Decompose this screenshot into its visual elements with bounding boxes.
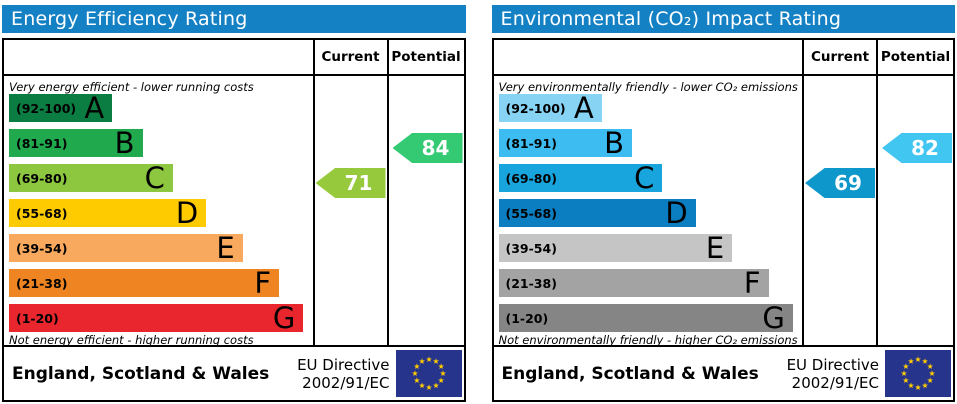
band-letter: B xyxy=(604,126,625,160)
band-c: (69-80) C xyxy=(9,161,173,195)
current-cell: 69 xyxy=(804,76,878,345)
band-letter: D xyxy=(665,196,688,230)
eu-directive-label: EU Directive 2002/91/EC xyxy=(297,356,395,392)
chart-title: Energy Efficiency Rating xyxy=(11,8,248,30)
band-letter: E xyxy=(216,231,235,265)
bands: (92-100) A (81-91) B (69-80) C (55-68) D (39-54)… xyxy=(494,91,803,335)
chart-title-bar: Energy Efficiency Rating xyxy=(2,5,466,33)
eu-directive-line1: EU Directive xyxy=(786,355,879,374)
table-footer-row: England, Scotland & Wales EU Directive 2… xyxy=(4,345,464,400)
potential-rating-arrow: 82 xyxy=(882,133,952,163)
table-body-row: Very energy efficient - lower running co… xyxy=(4,76,464,345)
band-e: (39-54) E xyxy=(498,231,733,265)
band-letter: E xyxy=(705,231,725,265)
region-label: England, Scotland & Wales xyxy=(12,363,270,384)
header-spacer-cell xyxy=(494,40,804,74)
band-b: (81-91) B xyxy=(9,126,143,160)
chart-title: Environmental (CO₂) Impact Rating xyxy=(500,8,842,30)
table-header-row: Current Potential xyxy=(493,40,953,76)
band-range-label: (92-100) xyxy=(505,100,566,116)
table-header-row: Current Potential xyxy=(4,40,464,76)
band-range-label: (21-38) xyxy=(16,275,68,291)
band-d: (55-68) D xyxy=(498,196,696,230)
band-letter: C xyxy=(144,161,165,195)
current-cell: 71 xyxy=(315,76,389,345)
chart-title-bar: Environmental (CO₂) Impact Rating xyxy=(491,5,955,33)
band-g: (1-20) G xyxy=(9,301,304,335)
environmental-impact-rating-chart: Environmental (CO₂) Impact Rating Curren… xyxy=(491,5,955,402)
potential-cell: 84 xyxy=(389,76,464,345)
band-range-label: (1-20) xyxy=(505,310,549,326)
potential-column-header: Potential xyxy=(391,49,461,65)
band-letter: C xyxy=(634,161,655,195)
band-range-label: (39-54) xyxy=(16,240,68,256)
eu-directive-line1: EU Directive xyxy=(297,355,390,374)
band-letter: F xyxy=(254,266,272,300)
bands-column: Very environmentally friendly - lower CO… xyxy=(494,76,804,345)
band-letter: A xyxy=(84,91,105,125)
band-range-label: (69-80) xyxy=(16,170,68,186)
potential-rating-arrow: 84 xyxy=(392,133,463,163)
bands: (92-100) A (81-91) B (69-80) C (55-68) D (39-54)… xyxy=(4,91,313,335)
band-letter: G xyxy=(272,301,296,335)
band-f: (21-38) F xyxy=(9,266,280,300)
band-range-label: (81-91) xyxy=(16,135,68,151)
rating-table: Current Potential Very energy efficient … xyxy=(2,38,466,402)
bands-column: Very energy efficient - lower running co… xyxy=(4,76,315,345)
potential-cell: 82 xyxy=(878,76,953,345)
bottom-caption: Not energy efficient - higher running co… xyxy=(9,333,254,345)
band-range-label: (1-20) xyxy=(16,310,59,326)
band-d: (55-68) D xyxy=(9,196,207,230)
band-c: (69-80) C xyxy=(498,161,663,195)
current-column-header: Current xyxy=(804,40,878,74)
table-footer-row: England, Scotland & Wales EU Directive 2… xyxy=(493,345,953,400)
current-rating-arrow: 71 xyxy=(315,168,386,198)
current-column-header: Current xyxy=(315,40,389,74)
rating-table: Current Potential Very environmentally f… xyxy=(491,38,955,402)
bottom-caption: Not environmentally friendly - higher CO… xyxy=(498,333,798,345)
table-body-row: Very environmentally friendly - lower CO… xyxy=(494,76,954,345)
eu-flag-icon xyxy=(885,350,951,397)
potential-column-header: Potential xyxy=(880,49,951,65)
band-range-label: (21-38) xyxy=(505,275,557,291)
eu-directive-line2: 2002/91/EC xyxy=(791,373,879,392)
band-letter: B xyxy=(114,126,135,160)
band-e: (39-54) E xyxy=(9,231,243,265)
band-letter: F xyxy=(743,266,761,300)
band-g: (1-20) G xyxy=(498,301,793,335)
band-range-label: (55-68) xyxy=(16,205,68,221)
band-range-label: (81-91) xyxy=(505,135,557,151)
region-label: England, Scotland & Wales xyxy=(501,363,759,384)
top-caption: Very energy efficient - lower running co… xyxy=(9,80,254,94)
band-range-label: (39-54) xyxy=(505,240,557,256)
energy-efficiency-rating-chart: Energy Efficiency Rating Current Potenti… xyxy=(2,5,466,402)
band-a: (92-100) A xyxy=(9,91,113,125)
eu-directive-line2: 2002/91/EC xyxy=(302,373,390,392)
band-range-label: (69-80) xyxy=(505,170,557,186)
eu-directive-label: EU Directive 2002/91/EC xyxy=(787,356,885,392)
band-range-label: (55-68) xyxy=(505,205,557,221)
current-rating-arrow: 69 xyxy=(805,168,875,198)
band-letter: D xyxy=(175,196,199,230)
top-caption: Very environmentally friendly - lower CO… xyxy=(498,80,798,94)
band-letter: G xyxy=(762,301,785,335)
band-a: (92-100) A xyxy=(498,91,602,125)
eu-flag-icon xyxy=(395,350,462,397)
header-spacer-cell xyxy=(4,40,315,74)
band-letter: A xyxy=(573,91,594,125)
band-range-label: (92-100) xyxy=(16,100,77,116)
band-f: (21-38) F xyxy=(498,266,769,300)
band-b: (81-91) B xyxy=(498,126,633,160)
